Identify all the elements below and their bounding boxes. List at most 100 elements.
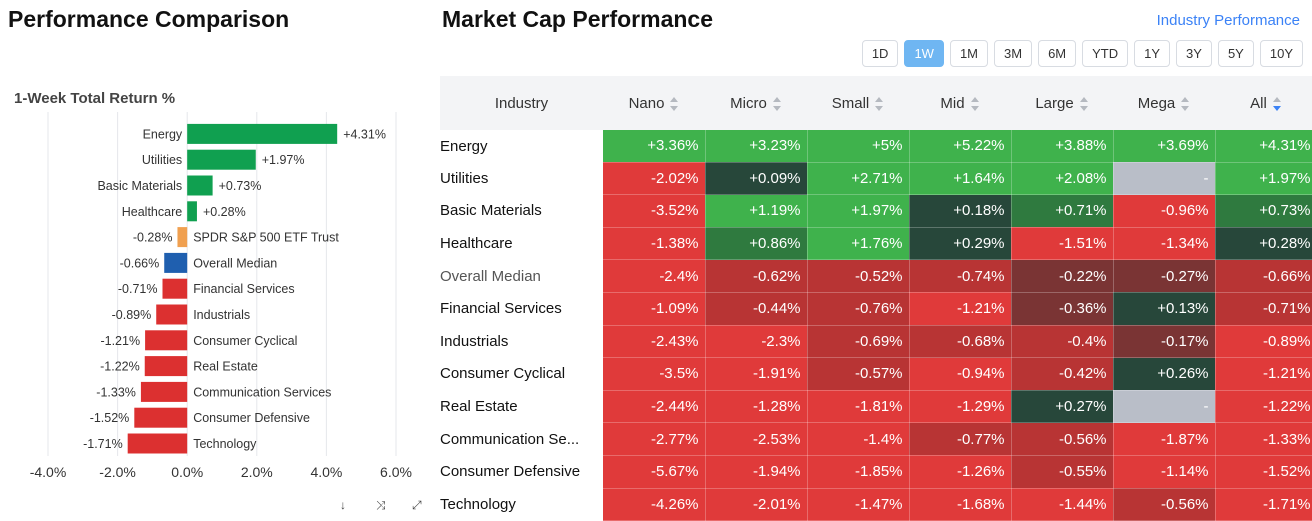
column-header-large[interactable]: Large: [1011, 76, 1113, 130]
heat-cell: -0.96%: [1113, 194, 1216, 228]
return-bar-chart: -4.0% -2.0% 0.0% 2.0% 4.0% 6.0% Energy +4.31% Ut…: [30, 112, 412, 480]
heat-cell: -1.52%: [1215, 455, 1312, 489]
column-header-label: All: [1250, 94, 1267, 112]
heat-cell: +4.31%: [1215, 130, 1312, 163]
data-label: -0.71%: [118, 282, 158, 296]
category-label: Technology: [193, 437, 257, 451]
data-label: -0.28%: [133, 231, 173, 245]
x-tick-label: 0.0%: [171, 464, 203, 480]
column-header-label: Small: [831, 94, 870, 112]
heat-cell: -0.68%: [909, 325, 1012, 359]
heat-cell: +0.29%: [909, 227, 1012, 261]
heat-cell: +0.26%: [1113, 357, 1216, 391]
bar[interactable]: [177, 227, 188, 248]
bar[interactable]: [144, 356, 188, 377]
download-icon[interactable]: ↓: [340, 498, 346, 512]
heat-cell: -1.68%: [909, 488, 1012, 521]
performance-comparison-title: Performance Comparison: [8, 6, 290, 32]
share-icon[interactable]: ⤨: [376, 498, 386, 512]
sort-icon[interactable]: [1079, 96, 1089, 111]
industry-name[interactable]: Consumer Defensive: [440, 463, 581, 481]
heat-cell: -1.09%: [603, 292, 706, 326]
industry-name[interactable]: Technology: [440, 495, 516, 513]
category-label: SPDR S&P 500 ETF Trust: [193, 231, 339, 245]
industry-name[interactable]: Overall Median: [440, 267, 541, 285]
heat-cell: -1.85%: [807, 455, 910, 489]
period-button-3y[interactable]: 3Y: [1176, 40, 1212, 67]
industry-name[interactable]: Energy: [440, 137, 488, 155]
industry-name[interactable]: Real Estate: [440, 398, 518, 416]
heat-cell: -0.27%: [1113, 259, 1216, 293]
chart-toolbar: ↓ ⤨ ⤢: [340, 498, 430, 512]
column-header-mid[interactable]: Mid: [909, 76, 1011, 130]
bar[interactable]: [187, 201, 197, 222]
bar[interactable]: [140, 381, 188, 402]
industry-name[interactable]: Consumer Cyclical: [440, 365, 566, 383]
industry-name[interactable]: Healthcare: [440, 235, 513, 253]
table-row: Consumer Defensive -5.67% -1.94% -1.85% -1.2…: [440, 455, 1312, 489]
heat-cell: -2.02%: [603, 162, 706, 196]
heat-cell: -1.91%: [705, 357, 808, 391]
column-header-label: Mega: [1137, 94, 1176, 112]
heat-cell: +0.09%: [705, 162, 808, 196]
heat-cell: +2.08%: [1011, 162, 1114, 196]
bar[interactable]: [187, 175, 213, 196]
period-button-5y[interactable]: 5Y: [1217, 40, 1254, 67]
bar[interactable]: [145, 330, 188, 351]
heat-cell: -2.3%: [705, 325, 808, 359]
x-tick-label: -2.0%: [99, 464, 136, 480]
period-button-1m[interactable]: 1M: [949, 40, 989, 67]
column-header-all[interactable]: All: [1215, 76, 1312, 130]
data-label: -0.89%: [112, 308, 152, 322]
bar[interactable]: [162, 278, 188, 299]
column-header-micro[interactable]: Micro: [705, 76, 807, 130]
bar[interactable]: [134, 407, 188, 428]
heat-cell: +1.76%: [807, 227, 910, 261]
expand-icon[interactable]: ⤢: [412, 498, 422, 512]
heat-cell: -1.26%: [909, 455, 1012, 489]
table-row: Communication Se... -2.77% -2.53% -1.4% -0.7…: [440, 422, 1312, 456]
column-header-small[interactable]: Small: [807, 76, 909, 130]
column-header-label: Large: [1035, 94, 1074, 112]
x-tick-label: 6.0%: [380, 464, 412, 480]
heat-cell: -1.4%: [807, 422, 910, 456]
industry-performance-link[interactable]: Industry Performance: [1156, 12, 1300, 29]
period-button-10y[interactable]: 10Y: [1259, 40, 1303, 67]
heat-cell: +5%: [807, 130, 910, 163]
column-header-nano[interactable]: Nano: [603, 76, 705, 130]
heat-cell: +3.69%: [1113, 130, 1216, 163]
category-label: Healthcare: [122, 205, 182, 219]
sort-icon[interactable]: [875, 96, 884, 111]
table-row: Overall Median -2.4% -0.62% -0.52% -0.74% -0.…: [440, 259, 1312, 293]
period-button-3m[interactable]: 3M: [994, 40, 1033, 67]
bar[interactable]: [187, 123, 338, 144]
industry-name[interactable]: Industrials: [440, 332, 509, 350]
bar[interactable]: [164, 252, 188, 273]
sort-icon[interactable]: [772, 96, 782, 111]
heat-cell: -1.71%: [1215, 488, 1312, 521]
heat-cell: +0.28%: [1215, 227, 1312, 261]
period-button-1y[interactable]: 1Y: [1134, 40, 1171, 67]
period-button-ytd[interactable]: YTD: [1082, 40, 1129, 67]
period-button-1w[interactable]: 1W: [904, 40, 944, 67]
x-tick-label: -4.0%: [30, 464, 67, 480]
column-header-mega[interactable]: Mega: [1113, 76, 1215, 130]
industry-name[interactable]: Basic Materials: [440, 202, 542, 220]
sort-icon[interactable]: [970, 96, 980, 111]
industry-name[interactable]: Communication Se...: [440, 430, 580, 448]
industry-name[interactable]: Utilities: [440, 169, 489, 187]
heat-cell: -3.52%: [603, 194, 706, 228]
sort-icon[interactable]: [1181, 96, 1190, 111]
industry-name[interactable]: Financial Services: [440, 300, 562, 318]
period-button-6m[interactable]: 6M: [1038, 40, 1077, 67]
bar[interactable]: [187, 149, 256, 170]
column-header-label: Micro: [730, 94, 767, 112]
bar[interactable]: [156, 304, 188, 325]
heat-cell: -1.34%: [1113, 227, 1216, 261]
bar[interactable]: [127, 433, 188, 454]
sort-icon[interactable]: [670, 96, 679, 111]
period-button-1d[interactable]: 1D: [861, 40, 899, 67]
heat-cell: -1.21%: [1215, 357, 1312, 391]
sort-icon[interactable]: [1272, 96, 1282, 111]
heat-cell: -0.42%: [1011, 357, 1114, 391]
